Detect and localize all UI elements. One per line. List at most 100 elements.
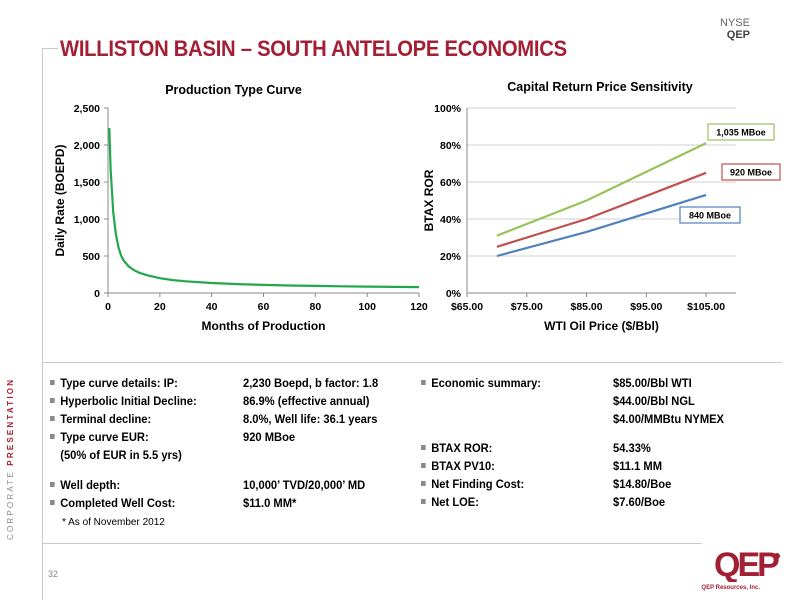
bullet-icon <box>50 482 55 488</box>
chart1-y-tick-label: 2,000 <box>74 140 100 152</box>
chart2-y-tick-label: 100% <box>434 103 462 115</box>
chart2-y-tick-label: 0% <box>446 288 462 300</box>
detail-row: BTAX ROR: <box>421 439 492 457</box>
bullet-icon <box>50 398 55 404</box>
bullet-icon <box>421 463 426 469</box>
chart1-x-axis-label: Months of Production <box>202 319 326 333</box>
chart2-y-tick-label: 20% <box>440 251 462 263</box>
bullet-icon <box>421 481 426 487</box>
chart1-x-tick-label: 40 <box>206 301 218 313</box>
detail-value: $11.0 MM* <box>243 496 297 510</box>
production-type-curve-chart: Production Type Curve 0 500 1,000 1,500 2,000… <box>53 83 428 333</box>
section-divider-bottom <box>42 543 702 544</box>
side-label: CORPORATE PRESENTATION <box>6 378 15 540</box>
chart1-y-tick-label: 1,500 <box>74 177 100 189</box>
chart2-x-axis-label: WTI Oil Price ($/Bbl) <box>544 319 659 333</box>
page-title: WILLISTON BASIN – SOUTH ANTELOPE ECONOMI… <box>60 36 567 61</box>
chart2-series-line <box>496 193 707 258</box>
chart1-y-tick-label: 500 <box>82 251 100 263</box>
detail-row: BTAX PV10: <box>421 457 495 475</box>
bullet-icon <box>50 380 55 386</box>
ticker-block: NYSE QEP <box>720 17 750 41</box>
detail-label: Completed Well Cost: <box>60 496 176 510</box>
logo-caption: QEP Resources, Inc. <box>701 585 760 591</box>
chart2-x-tick-label: $95.00 <box>630 301 662 313</box>
detail-label: Terminal decline: <box>60 412 152 426</box>
chart2-x-tick-label: $105.00 <box>687 301 725 313</box>
chart1-x-tick-label: 80 <box>309 301 321 313</box>
chart1-x-tick-label: 0 <box>105 301 111 313</box>
exchange-label: NYSE <box>720 17 750 29</box>
detail-row: Terminal decline: <box>50 410 151 428</box>
detail-value: 2,230 Boepd, b factor: 1.8 <box>243 376 379 390</box>
left-rule <box>42 48 43 600</box>
page-number: 32 <box>48 569 59 579</box>
detail-row: Completed Well Cost: <box>50 494 175 512</box>
detail-value: $4.00/MMBtu NYMEX <box>613 412 725 426</box>
detail-value: 54.33% <box>613 441 651 455</box>
chart2-x-tick-label: $85.00 <box>570 301 602 313</box>
chart1-y-axis-label: Daily Rate (BOEPD) <box>53 144 67 256</box>
detail-label: BTAX ROR: <box>431 441 493 455</box>
detail-label: Net LOE: <box>431 495 479 509</box>
qep-logo: QEP <box>714 546 782 582</box>
detail-label: Type curve EUR: <box>60 430 149 444</box>
footnote: * As of November 2012 <box>62 517 165 528</box>
detail-label: (50% of EUR in 5.5 yrs) <box>60 448 182 462</box>
chart1-y-tick-label: 2,500 <box>74 103 100 115</box>
chart2-y-tick-label: 80% <box>440 140 462 152</box>
detail-value: 10,000’ TVD/20,000’ MD <box>243 478 366 492</box>
detail-value: $11.1 MM <box>613 459 663 473</box>
detail-label: BTAX PV10: <box>431 459 495 473</box>
detail-row <box>421 392 431 410</box>
detail-row: Type curve EUR: <box>50 428 149 446</box>
chart2-x-tick-label: $65.00 <box>451 301 483 313</box>
detail-label: Net Finding Cost: <box>431 477 525 491</box>
chart2-series-line <box>496 142 707 237</box>
detail-value: $44.00/Bbl NGL <box>613 394 695 408</box>
detail-value: 8.0%, Well life: 36.1 years <box>243 412 378 426</box>
detail-row: Type curve details: IP: <box>50 374 178 392</box>
detail-value: $7.60/Boe <box>613 495 666 509</box>
bullet-icon <box>421 445 426 451</box>
chart2-y-tick-label: 40% <box>440 214 462 226</box>
chart2-y-axis-label: BTAX ROR <box>422 169 436 231</box>
detail-row: Hyperbolic Initial Decline: <box>50 392 197 410</box>
detail-row: (50% of EUR in 5.5 yrs) <box>50 446 182 464</box>
bullet-icon <box>50 434 55 440</box>
chart2-x-tick-label: $75.00 <box>511 301 543 313</box>
chart1-series-line <box>108 127 420 289</box>
chart1-title: Production Type Curve <box>165 83 302 97</box>
chart2-series-label-box <box>721 163 781 181</box>
chart2-series-label-box <box>679 206 741 224</box>
detail-row: Well depth: <box>50 476 120 494</box>
detail-row: Economic summary: <box>421 374 541 392</box>
detail-label: Type curve details: IP: <box>60 376 178 390</box>
chart2-series-label-box <box>707 123 775 141</box>
bullet-icon <box>50 500 55 506</box>
detail-label: Hyperbolic Initial Decline: <box>60 394 197 408</box>
detail-value: $85.00/Bbl WTI <box>613 376 692 390</box>
detail-row: Net LOE: <box>421 493 479 511</box>
ticker-label: QEP <box>726 29 750 41</box>
detail-label: Well depth: <box>60 478 121 492</box>
chart2-series-line <box>496 171 707 248</box>
bullet-icon <box>421 499 426 505</box>
chart1-x-tick-label: 20 <box>154 301 166 313</box>
svg-text:QEP: QEP <box>714 546 779 582</box>
chart2-series-label: 1,035 MBoe <box>716 128 766 138</box>
section-divider-top <box>42 362 782 363</box>
bullet-icon <box>421 380 426 386</box>
title-rule-left <box>42 48 58 49</box>
detail-value: 86.9% (effective annual) <box>243 394 370 408</box>
chart1-x-tick-label: 60 <box>258 301 270 313</box>
chart2-series-label: 840 MBoe <box>689 211 731 221</box>
chart1-x-tick-label: 120 <box>410 301 428 313</box>
price-sensitivity-chart: Capital Return Price Sensitivity 0% 20% 40%… <box>422 80 781 333</box>
side-label-b: PRESENTATION <box>6 377 15 466</box>
detail-label: Economic summary: <box>431 376 542 390</box>
detail-row <box>421 410 431 428</box>
chart2-title: Capital Return Price Sensitivity <box>507 80 693 94</box>
chart2-series-label: 920 MBoe <box>730 168 772 178</box>
chart2-y-tick-label: 60% <box>440 177 462 189</box>
